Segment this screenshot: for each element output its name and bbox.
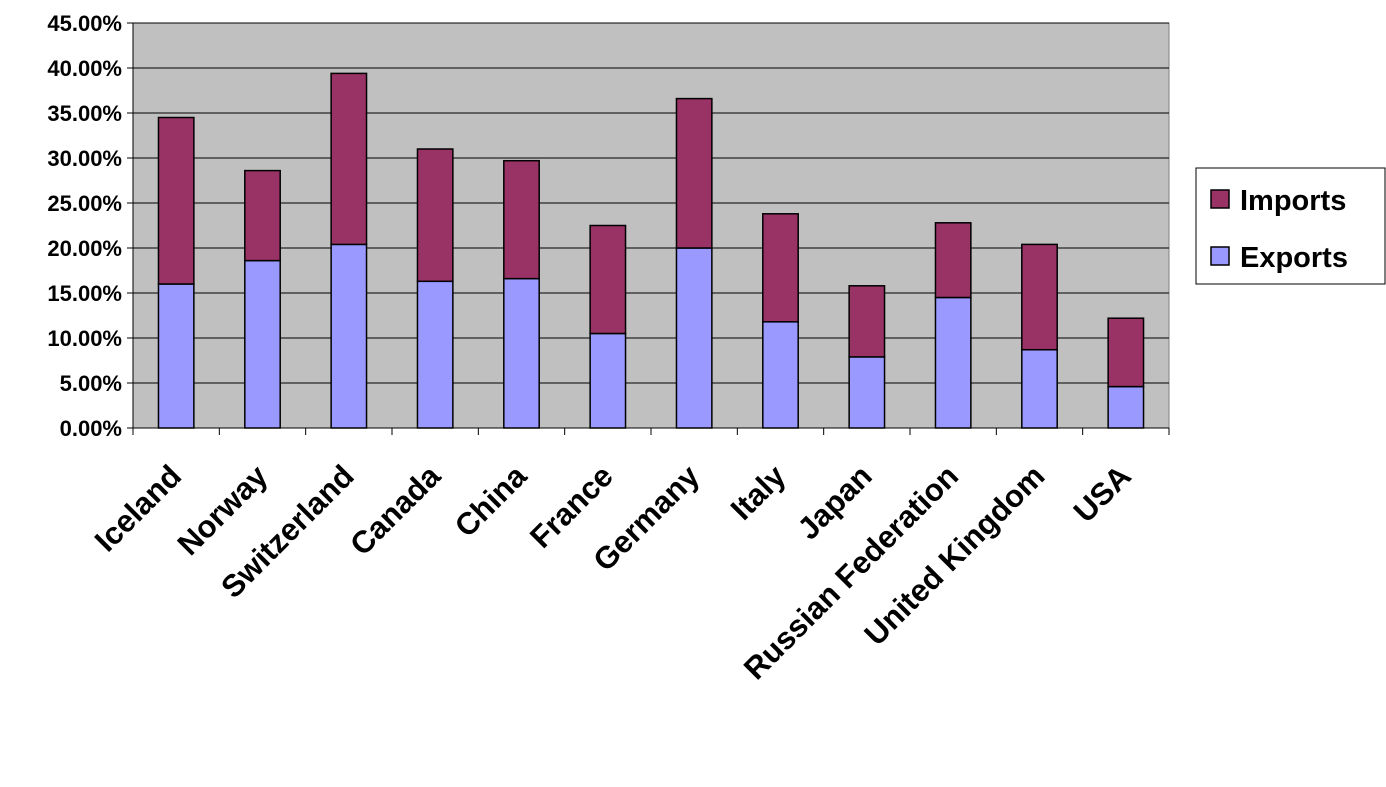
x-category-label: Iceland [88,458,188,558]
y-tick-label: 20.00% [47,236,122,261]
bar-imports-germany [675,97,713,249]
bar-imports-usa [1107,317,1145,388]
plot-area [132,22,1170,429]
y-tick-label: 30.00% [47,146,122,171]
bar-exports-germany [675,247,713,429]
legend: Imports Exports [1195,167,1386,285]
bar-exports-italy [762,321,799,429]
legend-swatch-imports [1210,189,1230,209]
y-tick-label: 35.00% [47,101,122,126]
y-tick-label: 0.00% [60,416,122,441]
bar-imports-switzerland [330,72,368,246]
bar-imports-china [503,159,540,280]
bar-imports-italy [762,213,799,323]
bar-exports-usa [1107,385,1145,429]
bar-imports-canada [416,148,454,283]
bar-exports-norway [244,259,281,429]
gridlines [133,22,1169,384]
bar-exports-france [589,332,627,429]
y-tick-label: 45.00% [47,11,122,36]
y-tick-label: 40.00% [47,56,122,81]
bar-exports-united-kingdom [1021,348,1058,429]
y-axis-ticks: 0.00% 5.00% 10.00% 15.00% 20.00% 25.00% 30.00%… [47,11,133,441]
y-tick-label: 5.00% [60,371,122,396]
bar-exports-russian-federation [934,296,972,429]
y-tick-label: 10.00% [47,326,122,351]
x-axis-ticks [132,428,1170,435]
bar-imports-france [589,224,627,335]
bar-imports-russian-federation [934,222,972,299]
legend-swatch-exports [1210,246,1230,266]
x-category-label: Canada [343,458,447,562]
bars [157,72,1145,429]
bar-exports-canada [416,280,454,429]
bar-imports-united-kingdom [1021,243,1058,351]
bar-exports-iceland [157,283,195,429]
legend-label-imports: Imports [1240,185,1346,217]
bar-exports-china [503,277,540,429]
bar-exports-switzerland [330,243,368,429]
bar-imports-japan [848,285,886,358]
legend-label-exports: Exports [1240,242,1348,274]
x-category-label: China [448,458,534,544]
x-category-label: USA [1067,458,1138,529]
y-tick-label: 25.00% [47,191,122,216]
y-tick-label: 15.00% [47,281,122,306]
bar-imports-iceland [157,116,195,285]
bar-exports-japan [848,356,886,429]
bar-imports-norway [244,169,281,262]
x-category-label: Italy [724,458,793,527]
